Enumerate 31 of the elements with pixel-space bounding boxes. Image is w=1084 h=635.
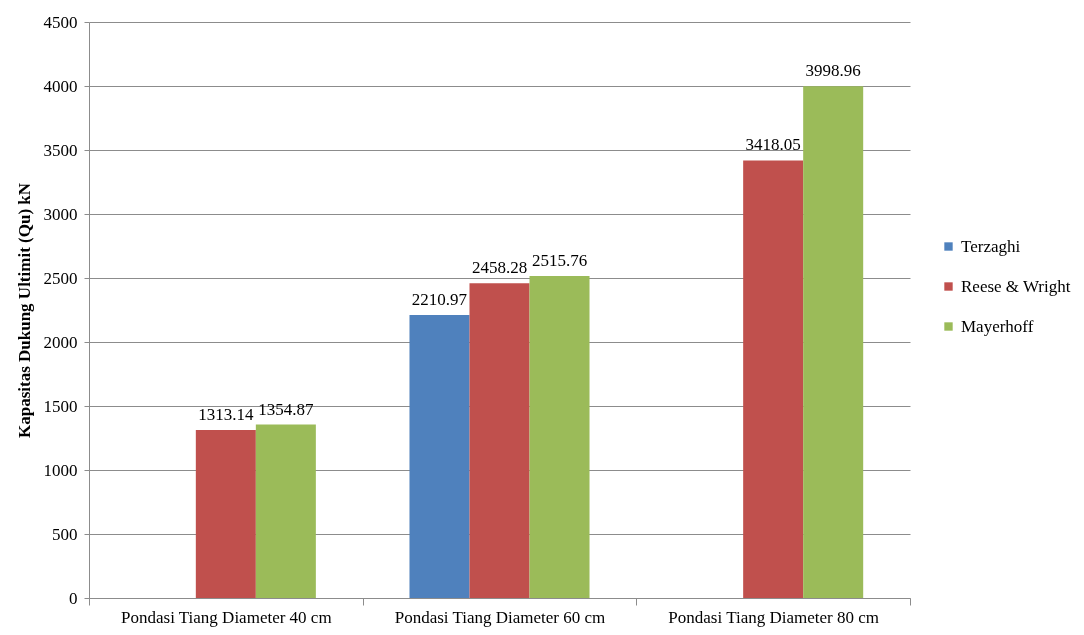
y-tick-label: 1000 [43,460,78,480]
legend-label: Reese & Wright [961,276,1071,296]
bar [409,315,470,598]
x-tick-label: Pondasi Tiang Diameter 60 cm [394,607,606,627]
data-label: 2458.28 [471,258,528,278]
data-label: 2515.76 [531,250,588,270]
y-tick-label: 4000 [43,76,78,96]
bar [529,275,590,598]
y-tick-label: 2500 [43,268,78,288]
bar [743,160,804,598]
legend-label: Mayerhoff [961,316,1034,336]
y-tick-label: 4500 [43,12,78,32]
x-tick-label: Pondasi Tiang Diameter 40 cm [121,607,332,627]
legend-label: Terzaghi [961,236,1021,256]
y-tick-label: 0 [69,588,78,608]
bar [255,424,316,598]
y-tick-label: 1500 [43,396,78,416]
data-label: 3418.05 [745,135,801,155]
data-label: 2210.97 [411,290,468,309]
y-axis-title: Kapasitas Dukung Ultimit (Qu) kN [14,182,34,439]
bar [195,429,256,598]
data-label: 3998.96 [805,61,861,81]
x-tick-label: Pondasi Tiang Diameter 80 cm [668,607,879,627]
y-tick-label: 3500 [43,140,78,160]
data-label: 1354.87 [258,399,314,419]
y-tick-label: 500 [52,524,78,544]
y-tick-label: 3000 [43,204,78,224]
y-tick-label: 2000 [43,332,78,352]
bar [469,283,530,598]
data-label: 1313.14 [198,404,254,424]
bar [803,86,864,598]
